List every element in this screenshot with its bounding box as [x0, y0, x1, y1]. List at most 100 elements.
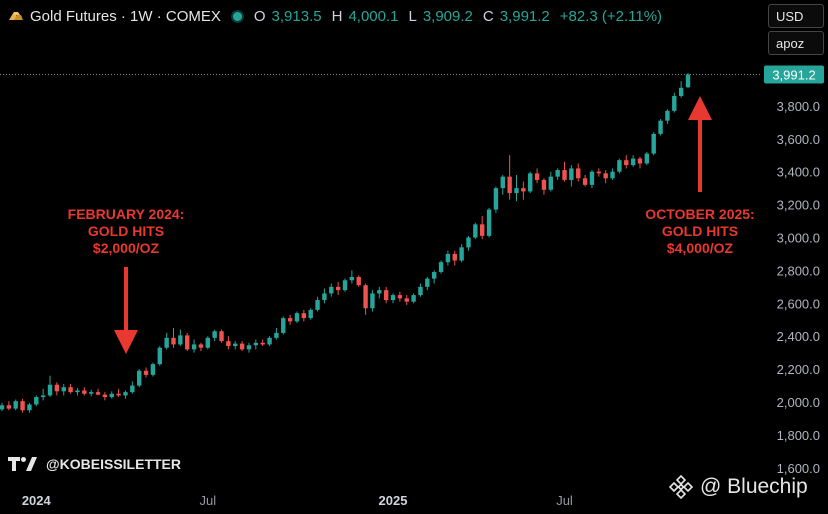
candle-body — [514, 188, 519, 194]
candle-body — [267, 337, 272, 345]
candle-body — [212, 331, 217, 338]
candle-body — [445, 253, 451, 263]
candle-body — [521, 188, 526, 192]
candle-body — [534, 173, 540, 180]
candle-body — [473, 224, 478, 238]
candle-body — [582, 178, 588, 185]
candle-body — [528, 173, 533, 192]
price-tick-label: 2,400.0 — [777, 329, 820, 344]
candle-body — [287, 318, 293, 322]
candle-body — [143, 370, 149, 375]
candle-body — [383, 290, 389, 301]
candle-body — [431, 272, 437, 279]
annotation-text: FEBRUARY 2024: — [68, 206, 185, 222]
candle-body — [685, 74, 691, 88]
tradingview-logo-icon — [8, 457, 37, 471]
candle-body — [342, 280, 348, 291]
bluechip-brand: @ Bluechip — [668, 474, 808, 500]
time-tick-label: Jul — [199, 493, 216, 508]
candle-body — [610, 171, 615, 179]
candle-body — [315, 300, 320, 310]
candle-body — [68, 387, 73, 393]
candle-body — [500, 176, 505, 189]
annotation-text: GOLD HITS — [88, 223, 164, 239]
annotation-text: GOLD HITS — [662, 223, 738, 239]
candle-body — [281, 318, 286, 333]
candle-body — [658, 120, 663, 134]
annotation-arrow-head — [688, 96, 712, 120]
candle-body — [363, 285, 368, 309]
scale-mode-selector[interactable]: apoz — [768, 31, 824, 55]
candle-body — [130, 385, 135, 393]
price-tick-label: 3,200.0 — [777, 198, 820, 213]
candle-body — [294, 313, 300, 322]
candle-body — [150, 364, 156, 375]
candle-body — [102, 394, 108, 398]
candle-body — [20, 401, 25, 411]
candle-body — [239, 343, 245, 350]
binance-logo-icon — [668, 474, 694, 500]
gold-bars-icon — [9, 12, 23, 20]
price-tick-label: 2,600.0 — [777, 296, 820, 311]
candle-body — [95, 392, 101, 395]
candle-body — [507, 176, 512, 194]
candle-body — [191, 344, 197, 350]
candle-body — [644, 153, 650, 164]
candle-body — [569, 168, 574, 180]
symbol-title[interactable]: Gold Futures · 1W · COMEX — [30, 7, 221, 25]
candle-body — [349, 276, 355, 281]
candle-body — [637, 158, 643, 164]
candle-body — [335, 286, 341, 291]
candle-body — [0, 405, 5, 410]
candle-body — [47, 384, 53, 396]
last-price-badge — [764, 65, 824, 84]
candle-body — [198, 344, 204, 348]
candle-body — [630, 158, 636, 166]
candle-body — [452, 253, 457, 261]
candle-body — [40, 395, 46, 398]
annotation-text: $2,000/OZ — [93, 240, 160, 256]
close-label: C — [482, 7, 494, 25]
candle-body — [486, 209, 492, 236]
candle-body — [27, 404, 32, 411]
open-label: O — [253, 7, 266, 25]
price-tick-label: 1,800.0 — [777, 428, 820, 443]
candle-body — [596, 171, 602, 174]
annotation-arrow-shaft — [698, 118, 702, 192]
price-tick-label: 2,800.0 — [777, 263, 820, 278]
currency-selector[interactable]: USD — [768, 4, 824, 28]
candle-body — [75, 390, 80, 393]
candle-body — [13, 401, 18, 409]
candle-body — [390, 295, 396, 301]
brand-name: @ Bluechip — [700, 475, 808, 498]
candle-body — [308, 309, 313, 319]
candle-body — [589, 171, 595, 185]
price-tick-label: 3,800.0 — [777, 99, 820, 114]
candle-body — [672, 96, 677, 111]
candle-body — [370, 293, 375, 309]
candle-body — [253, 342, 259, 346]
candle-body — [164, 337, 169, 348]
candle-body — [301, 313, 307, 319]
time-tick-label: 2025 — [379, 493, 408, 508]
candle-body — [377, 290, 382, 294]
candle-body — [466, 237, 471, 248]
candle-body — [425, 278, 430, 287]
watermark-handle: @KOBEISSILETTER — [46, 456, 181, 472]
change-value: +82.3 (+2.11%) — [559, 7, 663, 25]
candle-body — [418, 286, 423, 296]
time-tick-label: 2024 — [22, 493, 52, 508]
close-value: 3,991.2 — [499, 7, 550, 25]
candle-body — [82, 390, 87, 394]
candle-body — [171, 337, 176, 345]
annotation-text: $4,000/OZ — [667, 240, 734, 256]
candle-body — [6, 405, 12, 409]
candle-body — [438, 262, 444, 273]
candle-body — [548, 176, 553, 190]
high-label: H — [331, 7, 343, 25]
candle-body — [651, 133, 656, 154]
candle-body — [322, 293, 327, 301]
candle-body — [493, 188, 499, 210]
candle-body — [123, 392, 128, 396]
